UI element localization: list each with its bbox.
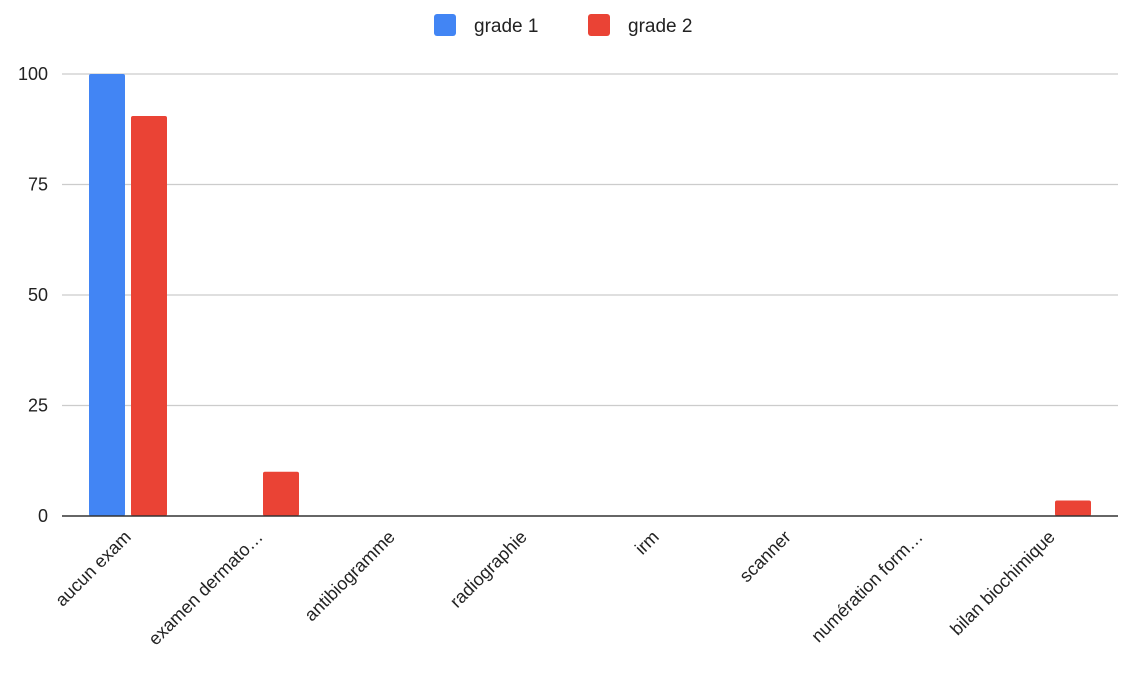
x-tick-label: antibiogramme xyxy=(300,527,398,625)
x-tick-label: bilan biochimique xyxy=(946,527,1058,639)
legend-swatch xyxy=(588,14,610,36)
bar-grade-2[interactable] xyxy=(1055,500,1091,516)
x-tick-label: irm xyxy=(631,527,663,559)
legend-label: grade 2 xyxy=(628,16,692,37)
legend-swatch xyxy=(434,14,456,36)
y-tick-label: 100 xyxy=(18,64,48,84)
y-tick-label: 0 xyxy=(38,506,48,526)
y-tick-label: 50 xyxy=(28,285,48,305)
x-axis: aucun exam examen dermato… antibiogramme ra… xyxy=(51,527,1058,649)
bar-grade-2[interactable] xyxy=(131,115,167,517)
x-tick-label: radiographie xyxy=(446,527,531,612)
bars xyxy=(89,74,1091,517)
x-tick-label: examen dermato… xyxy=(144,527,266,649)
y-tick-label: 75 xyxy=(28,175,48,195)
legend: grade 1 grade 2 xyxy=(434,14,692,37)
gridlines xyxy=(62,73,1118,407)
legend-label: grade 1 xyxy=(474,16,538,37)
y-tick-label: 25 xyxy=(28,396,48,416)
bar-grade-2[interactable] xyxy=(263,471,299,516)
y-axis: 0 25 50 75 100 xyxy=(18,64,48,526)
x-tick-label: aucun exam xyxy=(51,527,134,610)
x-tick-label: numération form… xyxy=(807,527,927,647)
bar-grade-1[interactable] xyxy=(89,74,125,516)
x-tick-label: scanner xyxy=(735,527,794,586)
